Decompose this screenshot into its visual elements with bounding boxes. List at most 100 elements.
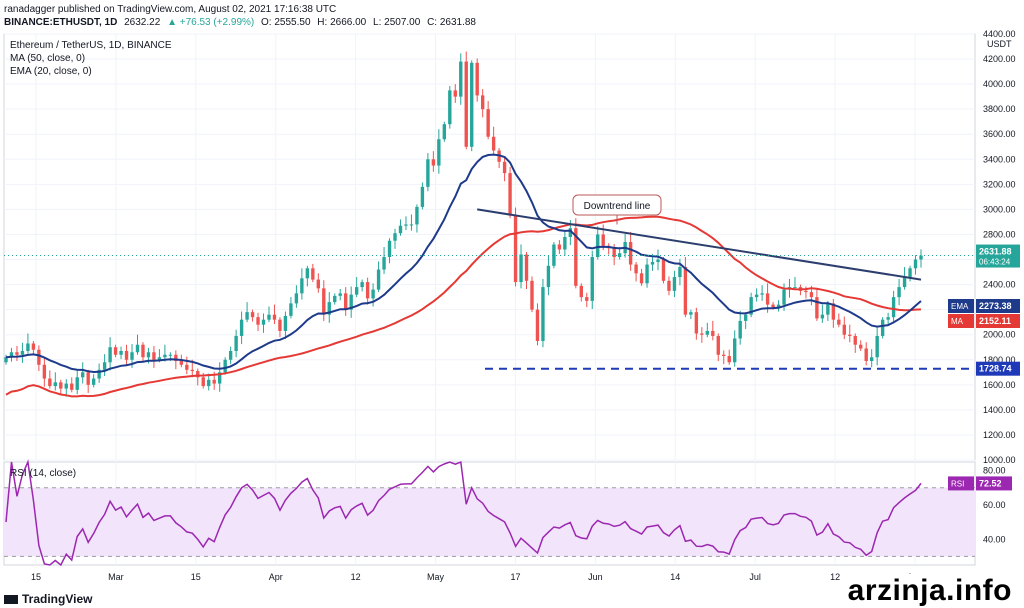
candle[interactable] <box>596 234 600 258</box>
candle[interactable] <box>557 244 562 250</box>
candle[interactable] <box>278 319 282 331</box>
candle[interactable] <box>754 294 759 298</box>
candle[interactable] <box>585 297 589 301</box>
candle[interactable] <box>64 383 68 389</box>
candle[interactable] <box>864 348 868 362</box>
candle[interactable] <box>880 319 885 336</box>
candle[interactable] <box>15 352 19 355</box>
rsi-legend[interactable]: RSI (14, close) <box>10 468 77 479</box>
candle[interactable] <box>453 90 457 97</box>
candle[interactable] <box>826 303 830 315</box>
candle[interactable] <box>223 359 227 373</box>
candle[interactable] <box>53 382 57 387</box>
candle[interactable] <box>711 330 715 336</box>
candle[interactable] <box>705 330 710 335</box>
candle[interactable] <box>26 343 30 351</box>
candle[interactable] <box>612 248 616 258</box>
candle[interactable] <box>590 257 594 301</box>
candle[interactable] <box>464 61 468 147</box>
candle[interactable] <box>480 95 485 110</box>
candle[interactable] <box>765 293 770 305</box>
candle[interactable] <box>870 357 874 362</box>
candle[interactable] <box>174 354 178 362</box>
candle[interactable] <box>261 319 266 325</box>
candle[interactable] <box>344 293 348 310</box>
candle[interactable] <box>678 267 682 278</box>
candle[interactable] <box>91 378 96 385</box>
candle[interactable] <box>502 161 507 174</box>
candle[interactable] <box>311 268 315 280</box>
candle[interactable] <box>459 61 463 97</box>
candle[interactable] <box>130 352 134 360</box>
candle[interactable] <box>108 347 112 363</box>
candle[interactable] <box>574 228 578 286</box>
candle[interactable] <box>398 225 403 234</box>
candle[interactable] <box>409 224 414 226</box>
candle[interactable] <box>667 280 671 291</box>
candle[interactable] <box>102 362 107 370</box>
candle[interactable] <box>645 264 649 284</box>
candle[interactable] <box>201 377 205 387</box>
candle[interactable] <box>283 315 288 331</box>
candle[interactable] <box>190 369 194 372</box>
candle[interactable] <box>535 309 540 341</box>
candle[interactable] <box>448 90 452 125</box>
candle[interactable] <box>81 372 85 378</box>
candle[interactable] <box>508 173 512 216</box>
candle[interactable] <box>634 264 638 274</box>
candle[interactable] <box>804 290 808 293</box>
candle[interactable] <box>875 335 879 358</box>
candle[interactable] <box>42 364 47 379</box>
candle[interactable] <box>738 320 742 339</box>
candle[interactable] <box>113 347 118 355</box>
candle[interactable] <box>700 333 704 335</box>
ema-legend[interactable]: EMA (20, close, 0) <box>10 66 92 77</box>
candle[interactable] <box>393 233 397 241</box>
candle[interactable] <box>245 312 249 320</box>
candle[interactable] <box>771 304 775 308</box>
candle[interactable] <box>656 259 660 263</box>
candle[interactable] <box>760 293 764 295</box>
candle[interactable] <box>75 377 79 390</box>
candle[interactable] <box>743 314 748 321</box>
candle[interactable] <box>475 62 479 96</box>
candle[interactable] <box>683 267 688 315</box>
candle[interactable] <box>431 159 436 166</box>
candle[interactable] <box>9 352 14 358</box>
candle[interactable] <box>913 259 918 269</box>
candle[interactable] <box>404 224 408 226</box>
candle[interactable] <box>837 319 841 325</box>
candle[interactable] <box>524 254 529 281</box>
candle[interactable] <box>272 314 277 320</box>
candle[interactable] <box>234 335 238 351</box>
candle[interactable] <box>617 253 622 258</box>
candle[interactable] <box>437 139 441 166</box>
candle[interactable] <box>650 262 655 265</box>
candle[interactable] <box>470 62 474 147</box>
candle[interactable] <box>897 287 901 298</box>
candle[interactable] <box>168 354 173 356</box>
candle[interactable] <box>349 294 353 310</box>
candle[interactable] <box>842 324 846 335</box>
candle[interactable] <box>672 277 677 291</box>
candle[interactable] <box>908 268 912 278</box>
candle[interactable] <box>250 312 255 318</box>
candle[interactable] <box>886 317 890 320</box>
candle[interactable] <box>354 287 359 295</box>
candle[interactable] <box>782 289 786 305</box>
candle[interactable] <box>371 289 375 299</box>
candle[interactable] <box>86 372 90 385</box>
candle[interactable] <box>327 302 331 315</box>
candle[interactable] <box>20 350 25 355</box>
candle[interactable] <box>196 371 200 378</box>
candle[interactable] <box>486 109 490 137</box>
candle[interactable] <box>809 292 814 298</box>
candle[interactable] <box>294 293 299 304</box>
candle[interactable] <box>387 240 392 258</box>
candle[interactable] <box>919 255 923 260</box>
candle[interactable] <box>70 383 74 390</box>
candle[interactable] <box>333 295 337 303</box>
candle[interactable] <box>853 335 857 345</box>
candle[interactable] <box>157 357 162 360</box>
candle[interactable] <box>415 206 419 225</box>
